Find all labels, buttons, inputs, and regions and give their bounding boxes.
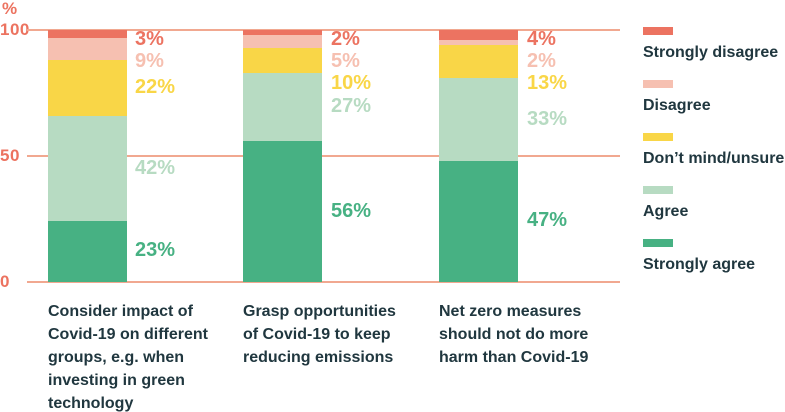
category-label-line: Covid-19 on different bbox=[48, 326, 209, 343]
category-label-line: harm than Covid-19 bbox=[439, 349, 589, 366]
segment-percent-label: 56% bbox=[331, 199, 372, 222]
bar-segment bbox=[243, 72, 322, 141]
segment-percent-label: 4% bbox=[527, 28, 556, 50]
legend-item: Strongly agree bbox=[643, 239, 783, 279]
category-label-line: groups, e.g. when bbox=[48, 349, 185, 366]
bar-segment bbox=[48, 221, 127, 282]
gridline bbox=[27, 155, 620, 157]
legend-item: Don’t mind/unsure bbox=[643, 133, 785, 173]
bar-segment bbox=[439, 30, 518, 41]
segment-percent-label: 5% bbox=[331, 50, 360, 72]
segment-percent-label: 33% bbox=[527, 107, 568, 130]
bar-segment bbox=[439, 77, 518, 162]
segment-percent-label: 22% bbox=[135, 76, 176, 99]
segment-percent-label: 3% bbox=[135, 28, 164, 50]
legend-swatch bbox=[643, 133, 673, 141]
category-label: Net zero measures should not do more harm … bbox=[439, 300, 588, 369]
category-label-line: investing in green bbox=[48, 372, 185, 389]
bar-segment bbox=[243, 35, 322, 48]
segment-percent-label: 2% bbox=[331, 28, 360, 50]
segment-percent-label: 13% bbox=[527, 72, 568, 94]
bar-segment bbox=[48, 37, 127, 61]
gridline bbox=[27, 281, 620, 283]
legend-label: Agree bbox=[643, 203, 689, 220]
category-label: Grasp opportunities of Covid-19 to keep re… bbox=[243, 300, 396, 369]
bar-segment bbox=[243, 30, 322, 36]
category-label-line: Grasp opportunities bbox=[243, 303, 396, 320]
category-label-line: should not do more bbox=[439, 326, 589, 343]
legend-item: Disagree bbox=[643, 80, 783, 120]
segment-percent-label: 2% bbox=[527, 50, 556, 72]
category-label-line: Consider impact of bbox=[48, 303, 193, 320]
category-label-line: technology bbox=[48, 395, 134, 412]
y-tick-label: 0 bbox=[0, 272, 10, 291]
legend-label: Don’t mind/unsure bbox=[643, 150, 785, 167]
legend-swatch bbox=[643, 239, 673, 247]
gridline bbox=[27, 29, 620, 31]
segment-percent-label: 10% bbox=[331, 72, 372, 94]
bar-segment bbox=[243, 47, 322, 73]
legend-label: Strongly agree bbox=[643, 256, 756, 273]
y-axis-unit-label: % bbox=[2, 0, 18, 18]
legend-item: Agree bbox=[643, 186, 783, 226]
bar-segment bbox=[439, 40, 518, 46]
bar-segment bbox=[48, 60, 127, 116]
segment-percent-label: 23% bbox=[135, 239, 176, 261]
y-tick-label: 50 bbox=[0, 146, 20, 165]
segment-percent-label: 47% bbox=[527, 208, 568, 231]
bar bbox=[243, 30, 322, 282]
bar bbox=[48, 30, 127, 282]
legend-label: Strongly disagree bbox=[643, 44, 779, 61]
bar-segment bbox=[48, 115, 127, 222]
segment-percent-label: 9% bbox=[135, 50, 164, 72]
y-tick-label: 100 bbox=[0, 20, 30, 39]
segment-percent-label: 42% bbox=[135, 157, 176, 180]
category-label-line: of Covid-19 to keep bbox=[243, 326, 391, 343]
bar bbox=[439, 30, 518, 282]
category-label-line: reducing emissions bbox=[243, 349, 394, 366]
segment-percent-label: 27% bbox=[331, 95, 372, 118]
bar-segment bbox=[439, 161, 518, 282]
legend-swatch bbox=[643, 80, 673, 88]
bar-segment bbox=[48, 30, 127, 38]
legend-swatch bbox=[643, 186, 673, 194]
legend-item: Strongly disagree bbox=[643, 27, 783, 67]
bar-segment bbox=[243, 140, 322, 282]
legend-swatch bbox=[643, 27, 673, 35]
category-label-line: Net zero measures bbox=[439, 303, 582, 320]
bar-segment bbox=[439, 45, 518, 78]
category-label: Consider impact of Covid-19 on different g… bbox=[48, 300, 208, 412]
legend-label: Disagree bbox=[643, 97, 711, 114]
